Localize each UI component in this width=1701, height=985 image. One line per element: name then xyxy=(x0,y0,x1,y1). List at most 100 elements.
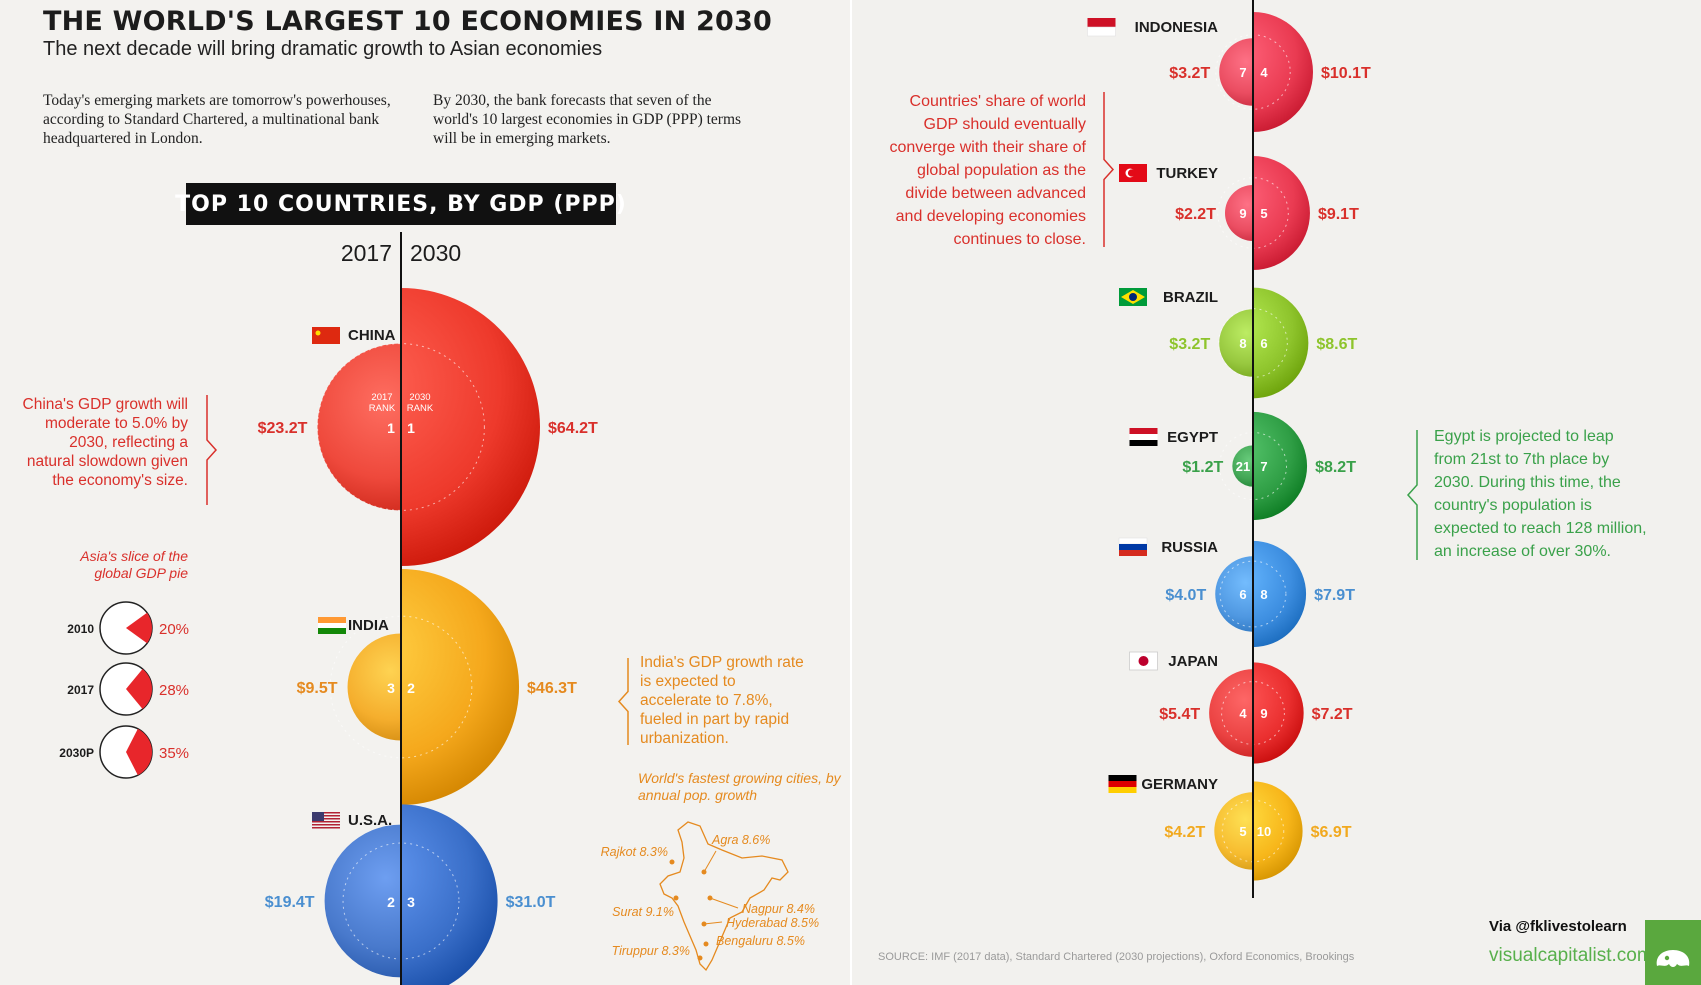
intro-paragraph-1: Today's emerging markets are tomorrow's … xyxy=(43,92,391,147)
bubble-guide-ring xyxy=(1219,560,1287,628)
asia-pie-title: Asia's slice of the global GDP pie xyxy=(80,548,188,581)
convergence-note: Countries' share of world GDP should eve… xyxy=(889,93,1086,248)
flag-icon xyxy=(1119,288,1147,306)
rank-2017-label: 2 xyxy=(387,894,395,910)
gdp-2030-label: $8.2T xyxy=(1315,459,1356,476)
rank-2030-label: 7 xyxy=(1260,459,1267,474)
pie-year-label: 2010 xyxy=(67,622,94,636)
chart-title: TOP 10 COUNTRIES, BY GDP (PPP) xyxy=(175,183,626,225)
bubble-2017-usa xyxy=(324,824,401,978)
city-label: Hyderabad 8.5% xyxy=(726,916,819,930)
pie-value-label: 28% xyxy=(159,682,189,699)
country-name-label: TURKEY xyxy=(1156,165,1218,182)
gdp-2030-label: $7.2T xyxy=(1312,706,1353,723)
gdp-2017-label: $1.2T xyxy=(1182,459,1223,476)
city-dot xyxy=(673,895,679,901)
gdp-2017-label: $23.2T xyxy=(258,420,308,437)
bubble-2030-usa xyxy=(401,804,498,985)
bubble-2030-india xyxy=(401,568,520,806)
city-label: Agra 8.6% xyxy=(711,833,770,847)
cities-map-title: World's fastest growing cities, by annua… xyxy=(638,770,841,803)
bubble-2030-china xyxy=(401,288,540,566)
flag-icon xyxy=(1129,651,1158,671)
country-name-label: INDIA xyxy=(348,617,389,634)
city-label: Rajkot 8.3% xyxy=(601,845,668,859)
flag-icon xyxy=(1108,775,1137,793)
rank-2030-label: 3 xyxy=(407,894,415,910)
pie-value-label: 35% xyxy=(159,745,189,762)
bubble-2030-indonesia xyxy=(1253,12,1313,132)
rank-2030-label: 9 xyxy=(1260,706,1267,721)
country-name-label: JAPAN xyxy=(1168,653,1218,670)
flag-icon xyxy=(312,327,340,344)
brand-logo-icon xyxy=(1645,920,1701,985)
bubble-2017-japan xyxy=(1209,669,1253,757)
rank-2030-label: 1 xyxy=(407,420,415,436)
country-name-label: CHINA xyxy=(348,327,396,344)
flag-icon xyxy=(1119,164,1147,182)
gdp-2017-label: $3.2T xyxy=(1169,336,1210,353)
country-name-label: U.S.A. xyxy=(348,812,392,829)
city-label: Bengaluru 8.5% xyxy=(716,934,805,948)
flag-icon xyxy=(1129,428,1158,446)
gdp-2017-label: $5.4T xyxy=(1159,706,1200,723)
page-subtitle: The next decade will bring dramatic grow… xyxy=(43,38,603,60)
bubble-guide-ring xyxy=(317,343,485,511)
bubble-2017-turkey xyxy=(1225,185,1253,241)
gdp-2030-label: $6.9T xyxy=(1311,824,1352,841)
gdp-2017-label: $19.4T xyxy=(265,894,315,911)
source-text: SOURCE: IMF (2017 data), Standard Charte… xyxy=(878,951,1355,963)
flag-icon xyxy=(318,617,346,634)
bubble-2017-indonesia xyxy=(1219,38,1253,106)
rank-2017-label: 7 xyxy=(1239,65,1246,80)
bubble-2030-egypt xyxy=(1253,411,1308,521)
city-label: Surat 9.1% xyxy=(612,905,674,919)
gdp-2017-label: $4.2T xyxy=(1164,824,1205,841)
gdp-2030-label: $7.9T xyxy=(1314,587,1355,604)
city-dot xyxy=(669,859,675,865)
country-name-label: RUSSIA xyxy=(1161,539,1218,556)
rank-2030-label: 5 xyxy=(1260,206,1267,221)
rank-2030-label: 10 xyxy=(1257,824,1271,839)
flag-icon xyxy=(1087,18,1116,37)
gdp-2030-label: $31.0T xyxy=(506,894,556,911)
rank-2017-label: 8 xyxy=(1239,336,1246,351)
country-name-label: EGYPT xyxy=(1167,429,1218,446)
pie-slice-asia xyxy=(126,612,152,644)
rank-2030-label: 2 xyxy=(407,680,415,696)
bubble-2017-china xyxy=(317,343,401,511)
pie-value-label: 20% xyxy=(159,621,189,638)
pie-year-label: 2017 xyxy=(67,683,94,697)
gdp-2017-label: $9.5T xyxy=(297,680,338,697)
bubble-2030-germany xyxy=(1253,781,1303,881)
china-bracket-icon xyxy=(206,395,218,505)
gdp-2030-label: $9.1T xyxy=(1318,206,1359,223)
rank-2017-caption: 2017 RANK xyxy=(369,392,396,414)
intro-paragraph-2: By 2030, the bank forecasts that seven o… xyxy=(433,92,742,147)
rank-2017-label: 4 xyxy=(1239,706,1247,721)
country-name-label: BRAZIL xyxy=(1163,289,1218,306)
gdp-2030-label: $8.6T xyxy=(1316,336,1357,353)
bubble-2030-brazil xyxy=(1253,287,1309,399)
convergence-bracket-icon xyxy=(1103,92,1115,247)
pie-slice-asia xyxy=(126,728,153,776)
city-dot xyxy=(703,941,709,947)
india-note: India's GDP growth rate is expected to a… xyxy=(640,654,804,747)
city-label: Tiruppur 8.3% xyxy=(612,944,690,958)
rank-2030-label: 6 xyxy=(1260,336,1267,351)
gdp-2017-label: $3.2T xyxy=(1169,65,1210,82)
rank-2017-label: 5 xyxy=(1239,824,1246,839)
country-name-label: INDONESIA xyxy=(1135,19,1219,36)
rank-2017-label: 3 xyxy=(387,680,395,696)
bubble-2030-japan xyxy=(1253,662,1304,764)
gdp-2017-label: $2.2T xyxy=(1175,206,1216,223)
city-dot xyxy=(697,955,703,961)
year-label-2017: 2017 xyxy=(340,240,392,266)
bubble-guide-ring xyxy=(329,615,473,759)
brand-link[interactable]: visualcapitalist.com xyxy=(1489,945,1653,966)
bubble-2017-germany xyxy=(1214,792,1253,870)
rank-2030-caption: 2030 RANK xyxy=(407,392,434,414)
